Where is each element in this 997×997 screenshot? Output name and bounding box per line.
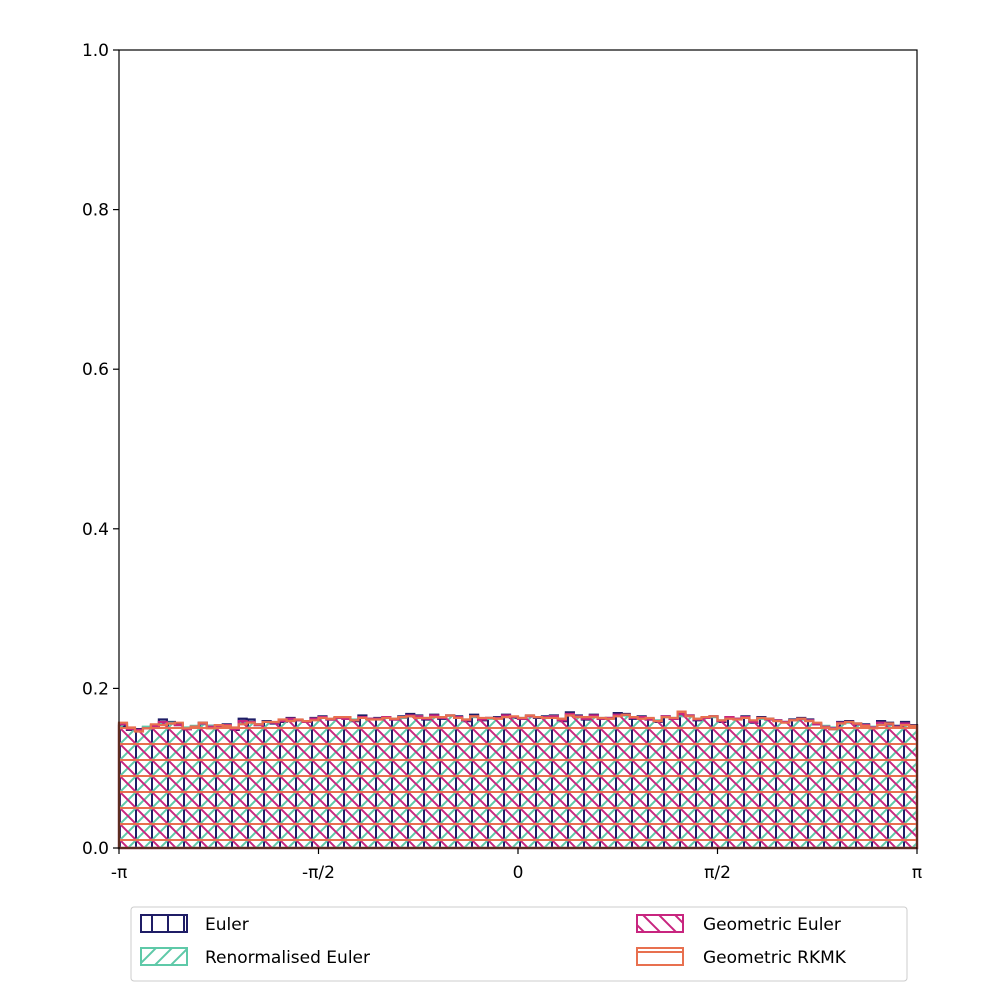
- series-geometric-rkmk: [117, 710, 919, 850]
- histogram-bars: [117, 710, 919, 850]
- legend-item-euler: Euler: [140, 914, 249, 935]
- legend-swatch: [636, 947, 684, 966]
- x-tick-label: -π: [111, 863, 127, 883]
- y-tick-label: 0.0: [82, 839, 109, 859]
- legend-swatch: [140, 947, 188, 966]
- legend-swatch: [636, 914, 684, 933]
- y-axis: 0.0 0.2 0.4 0.6 0.8 1.0: [82, 41, 119, 859]
- x-tick-label: π/2: [704, 863, 731, 883]
- x-tick-label: π: [912, 863, 922, 883]
- histogram-geometric-rkmk: [117, 710, 919, 850]
- legend-label: Geometric Euler: [703, 915, 841, 935]
- legend-item-geometric-euler: Geometric Euler: [636, 914, 841, 935]
- x-tick-label: -π/2: [302, 863, 335, 883]
- legend-item-renormalised-euler: Renormalised Euler: [140, 947, 370, 968]
- legend: Euler Renormalised Euler Geometric Euler Ge…: [130, 906, 908, 982]
- legend-frame: [130, 906, 908, 982]
- legend-label: Geometric RKMK: [703, 948, 847, 968]
- legend-label: Renormalised Euler: [205, 948, 370, 968]
- y-tick-label: 0.4: [82, 520, 109, 540]
- y-tick-label: 0.6: [82, 360, 109, 380]
- legend-label: Euler: [205, 915, 249, 935]
- legend-item-geometric-rkmk: Geometric RKMK: [636, 947, 847, 968]
- x-tick-label: 0: [513, 863, 524, 883]
- y-tick-label: 0.8: [82, 201, 109, 221]
- x-axis: -π -π/2 0 π/2 π: [111, 848, 922, 883]
- y-tick-label: 0.2: [82, 679, 109, 699]
- y-tick-label: 1.0: [82, 41, 109, 61]
- legend-swatch: [140, 914, 188, 933]
